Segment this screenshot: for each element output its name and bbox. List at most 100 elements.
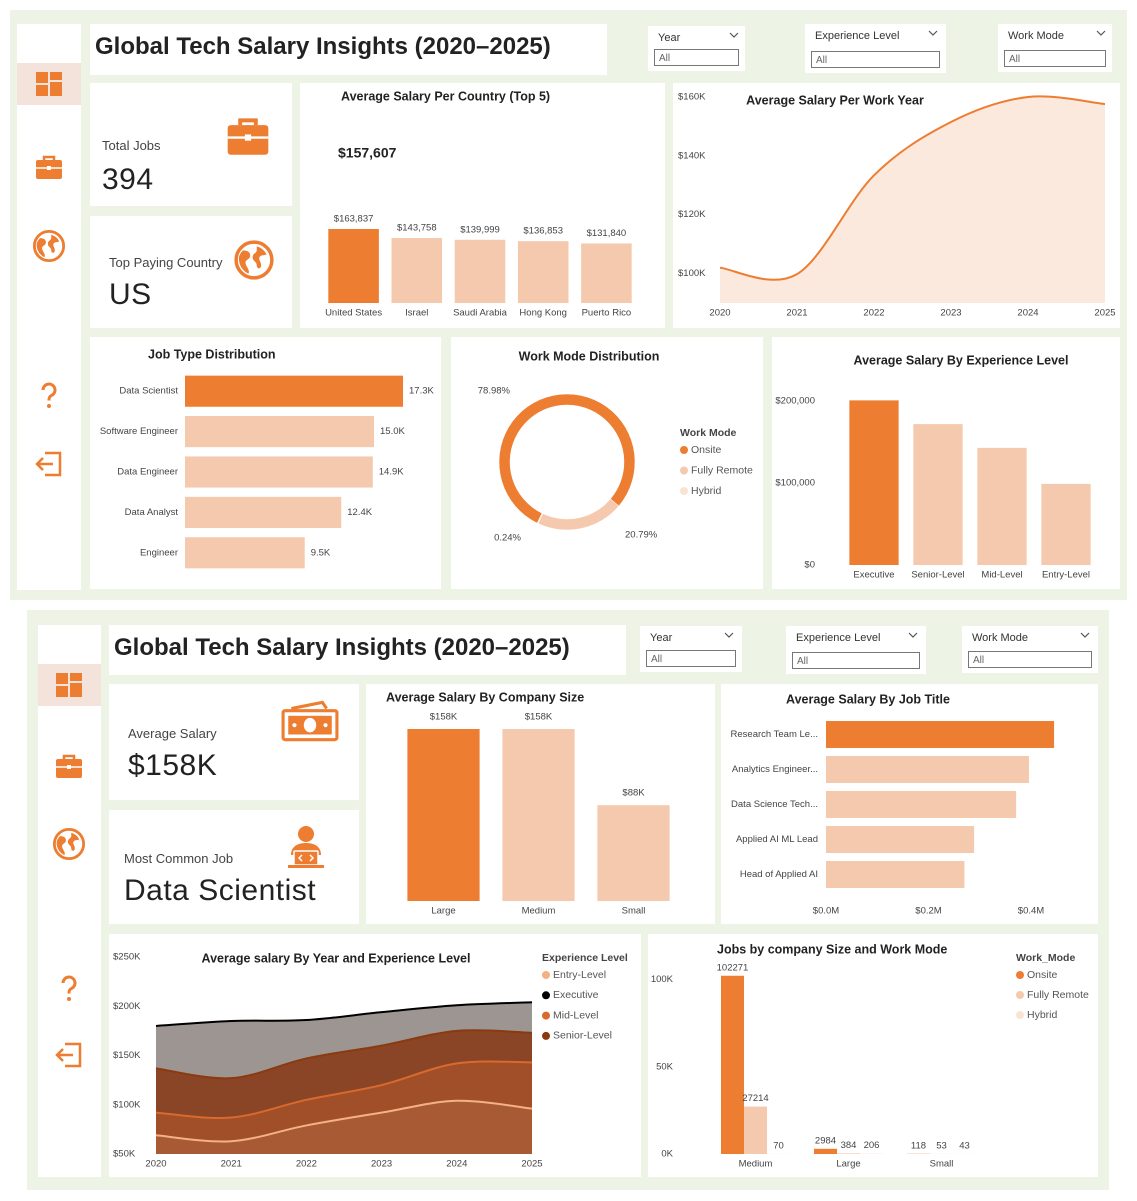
nav-help[interactable] xyxy=(33,379,65,411)
bar xyxy=(391,238,443,303)
x-tick-label: 2024 xyxy=(446,1159,467,1170)
nav-countries[interactable] xyxy=(51,826,87,862)
x-tick-label: Hong Kong xyxy=(519,308,567,319)
chart-panel: Job Type Distribution Data Scientist 17.3K… xyxy=(90,337,441,589)
legend-label: Mid-Level xyxy=(553,1009,599,1021)
kpi-icon xyxy=(286,824,326,870)
chevron xyxy=(724,632,734,638)
chart-title: Average Salary By Experience Level xyxy=(854,353,1069,367)
chart-panel: Average Salary By Company Size Large $158K… xyxy=(366,684,715,924)
bar xyxy=(185,375,403,407)
legend-marker xyxy=(1016,1011,1024,1019)
y-tick-label: Analytics Engineer... xyxy=(732,764,818,775)
bar xyxy=(185,416,375,448)
legend-marker xyxy=(542,1011,550,1020)
kpi-label: Average Salary xyxy=(128,726,217,741)
filter-value-text: All xyxy=(651,654,663,665)
chevron xyxy=(928,30,938,36)
filter-value[interactable]: All xyxy=(646,650,736,667)
filter-value[interactable]: All xyxy=(792,652,920,669)
filter[interactable]: Work Mode All xyxy=(998,24,1112,72)
x-tick-label: $0.0M xyxy=(813,906,839,917)
filter-value-text: All xyxy=(659,53,671,64)
nav-jobs[interactable] xyxy=(53,750,85,782)
chart-title: Work Mode Distribution xyxy=(519,349,660,363)
x-tick-label: Executive xyxy=(853,570,894,581)
filter[interactable]: Experience Level All xyxy=(805,24,946,73)
area-fill xyxy=(720,96,1105,303)
nav-countries[interactable] xyxy=(31,228,67,264)
filter-value[interactable]: All xyxy=(811,51,940,68)
bar xyxy=(721,975,744,1154)
kpi-value: US xyxy=(109,278,152,311)
kpi-icon xyxy=(232,238,276,282)
bar xyxy=(744,1106,767,1154)
y-tick-label: $0 xyxy=(804,560,815,571)
line xyxy=(719,95,1106,281)
bar xyxy=(977,447,1027,565)
x-tick-label: Medium xyxy=(739,1159,773,1170)
bar xyxy=(826,826,975,853)
legend-marker xyxy=(1016,991,1024,999)
chevron xyxy=(908,632,918,638)
filter-value[interactable]: All xyxy=(968,651,1092,668)
chart-title: Average salary By Year and Experience Le… xyxy=(202,951,471,965)
kpi-value: $158K xyxy=(128,749,218,782)
data-label: $158K xyxy=(430,712,458,723)
data-label: $139,999 xyxy=(460,224,500,235)
nav-help[interactable] xyxy=(53,972,85,1004)
chevron xyxy=(1080,632,1090,638)
filter[interactable]: Year All xyxy=(648,26,745,71)
nav-dashboard[interactable] xyxy=(33,68,65,100)
x-tick-label: 2021 xyxy=(786,308,807,319)
data-label: 102271 xyxy=(717,962,749,973)
filter-label: Experience Level xyxy=(815,30,900,42)
x-tick-label: Puerto Rico xyxy=(582,308,632,319)
data-label: 78.98% xyxy=(478,386,511,397)
sidebar xyxy=(17,24,81,590)
nav-dashboard[interactable] xyxy=(53,669,85,701)
y-tick-label: $50K xyxy=(113,1149,136,1160)
line xyxy=(155,1029,533,1080)
filter[interactable]: Year All xyxy=(640,626,742,672)
y-tick-label: Head of Applied AI xyxy=(740,869,818,880)
filter[interactable]: Experience Level All xyxy=(786,626,926,674)
legend-marker xyxy=(680,446,688,454)
annotation: $157,607 xyxy=(338,145,397,161)
nav-exit[interactable] xyxy=(33,448,65,480)
x-tick-label: Large xyxy=(431,906,455,917)
bar xyxy=(597,805,670,901)
legend-label: Entry-Level xyxy=(553,969,606,981)
legend-title: Work_Mode xyxy=(1016,952,1075,964)
y-tick-label: $100K xyxy=(678,268,706,279)
x-tick-label: United States xyxy=(325,308,382,319)
chart-panel: Average Salary Per Work Year $100K $120K $1… xyxy=(673,83,1120,328)
filter[interactable]: Work Mode All xyxy=(962,626,1098,673)
kpi-icon xyxy=(223,111,273,161)
filter-value[interactable]: All xyxy=(1004,50,1106,67)
legend-marker xyxy=(1016,971,1024,979)
legend-label: Senior-Level xyxy=(553,1030,612,1042)
nav-jobs[interactable] xyxy=(33,151,65,183)
filter-value[interactable]: All xyxy=(654,49,739,66)
data-label: 206 xyxy=(864,1140,880,1151)
line xyxy=(155,1099,533,1143)
bar xyxy=(407,729,480,901)
bar xyxy=(328,229,379,303)
chart-title: Job Type Distribution xyxy=(148,347,276,361)
donut-slice xyxy=(498,393,636,524)
y-tick-label: Data Engineer xyxy=(117,467,178,478)
x-tick-label: 2025 xyxy=(1094,308,1115,319)
filter-value-text: All xyxy=(797,656,809,667)
y-tick-label: Data Analyst xyxy=(125,507,179,518)
x-tick-label: Mid-Level xyxy=(981,570,1022,581)
kpi-card: Total Jobs 394 xyxy=(90,83,292,206)
legend-label: Hybrid xyxy=(1027,1009,1058,1021)
chart: Average Salary By Job Title $0.0M $0.2M $0.… xyxy=(731,692,1055,917)
dashboard-title: Global Tech Salary Insights (2020–2025) xyxy=(109,625,626,675)
nav-exit[interactable] xyxy=(53,1039,85,1071)
bar xyxy=(1041,483,1091,565)
y-tick-label: Data Scientist xyxy=(119,386,178,397)
data-label: 20.79% xyxy=(625,530,658,541)
data-label: 384 xyxy=(841,1140,857,1151)
